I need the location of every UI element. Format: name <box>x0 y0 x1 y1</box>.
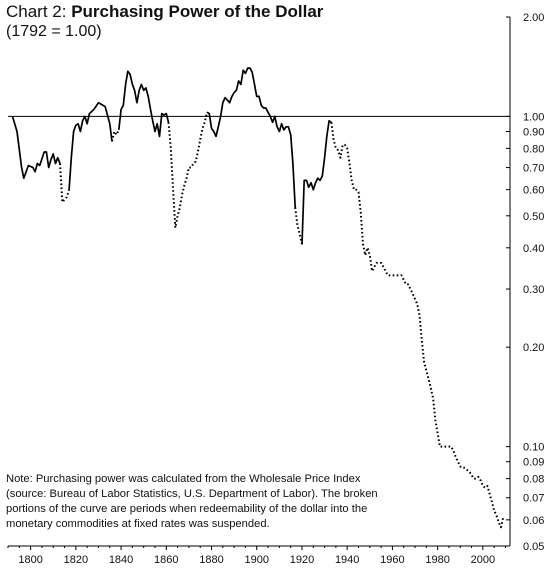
plot-area <box>8 67 510 529</box>
x-tick-label: 1920 <box>290 554 314 566</box>
y-tick-label: 0.50 <box>523 211 544 223</box>
y-tick-label: 0.80 <box>523 143 544 155</box>
y-tick-label: 0.05 <box>523 541 544 553</box>
x-axis: 1800 1820 1840 1860 1880 1900 1920 1940 1960 1980… <box>7 545 510 566</box>
chart-title-prefix: Chart 2: <box>6 2 72 21</box>
x-tick-label: 1960 <box>380 554 404 566</box>
x-tick-label: 1880 <box>199 554 223 566</box>
series-line-solid <box>68 101 113 190</box>
y-tick-label: 0.06 <box>523 515 544 527</box>
y-tick-label: 0.10 <box>523 442 544 454</box>
y-tick-label: 0.90 <box>523 127 544 139</box>
x-tick-label: 1820 <box>64 554 88 566</box>
y-tick-label: 0.07 <box>523 493 544 505</box>
y-tick-label: 0.08 <box>523 474 544 486</box>
x-tick-label: 1900 <box>244 554 268 566</box>
series-line-solid <box>206 67 297 208</box>
x-tick-label: 1940 <box>335 554 359 566</box>
y-tick-label: 0.09 <box>523 457 544 469</box>
y-tick-label: 2.00 <box>523 12 544 24</box>
y-tick-label: 0.30 <box>523 284 544 296</box>
series-line-dotted <box>167 111 208 229</box>
x-tick-label: 1840 <box>109 554 133 566</box>
x-tick-label: 1800 <box>18 554 42 566</box>
chart-title-main: Purchasing Power of the Dollar <box>71 2 324 21</box>
y-axis: 2.00 1.00 0.90 0.80 0.70 0.60 0.50 0.40 0.30 0.20… <box>506 12 544 553</box>
series-line-solid <box>11 116 61 180</box>
chart-note: Note: Purchasing power was calculated fr… <box>6 472 396 532</box>
x-tick-label: 1860 <box>154 554 178 566</box>
series-line-solid <box>117 70 170 138</box>
chart-title: Chart 2: Purchasing Power of the Dollar <box>6 2 323 22</box>
series-line-dotted <box>111 129 120 142</box>
y-tick-label: 0.70 <box>523 163 544 175</box>
y-tick-label: 0.40 <box>523 243 544 255</box>
y-tick-label: 1.00 <box>523 111 544 123</box>
chart-subtitle: (1792 = 1.00) <box>6 23 102 40</box>
x-tick-label: 2000 <box>471 554 495 566</box>
series-line-solid <box>301 119 332 245</box>
y-tick-label: 0.60 <box>523 185 544 197</box>
x-tick-label: 1980 <box>425 554 449 566</box>
y-tick-label: 0.20 <box>523 342 544 354</box>
series-line-dotted <box>59 163 71 204</box>
series-line-dotted <box>294 207 303 245</box>
series-line-dotted <box>330 122 505 529</box>
